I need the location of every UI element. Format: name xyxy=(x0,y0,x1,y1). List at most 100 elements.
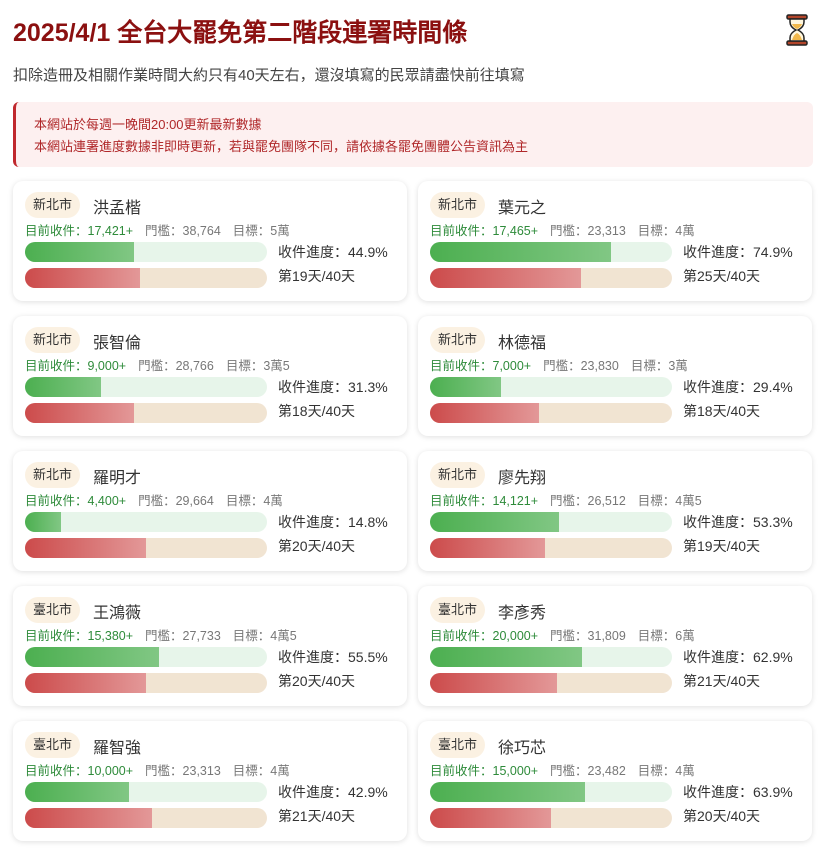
threshold: 門檻：23,313 xyxy=(550,224,626,238)
notice-line: 本網站於每週一晚間20:00更新最新數據 xyxy=(34,117,262,132)
current-count: 目前收件：4,400+ xyxy=(25,494,127,508)
time-bar xyxy=(430,538,672,558)
threshold: 門檻：38,764 xyxy=(145,224,221,238)
progress-bar xyxy=(25,242,267,262)
city-badge: 臺北市 xyxy=(430,732,486,758)
candidate-card: 新北市 張智倫 目前收件：9,000+ 門檻：28,766 目標：3萬5 收件進度：… xyxy=(13,316,407,436)
progress-fill xyxy=(25,242,134,262)
progress-fill xyxy=(25,647,160,667)
current-count: 目前收件：10,000+ xyxy=(25,764,134,778)
city-badge: 臺北市 xyxy=(25,732,81,758)
current-count: 目前收件：7,000+ xyxy=(430,359,532,373)
day-text: 第21天/40天 xyxy=(278,808,356,824)
candidate-card: 臺北市 王鴻薇 目前收件：15,380+ 門檻：27,733 目標：4萬5 收件進度… xyxy=(13,586,407,706)
threshold: 門檻：28,766 xyxy=(138,359,214,373)
candidate-name: 廖先翔 xyxy=(498,470,547,487)
candidate-name: 王鴻薇 xyxy=(93,605,142,622)
stats-row: 目前收件：20,000+ 門檻：31,809 目標：6萬 xyxy=(430,625,695,644)
target: 目標：3萬5 xyxy=(225,359,290,373)
progress-bar xyxy=(430,377,672,397)
city-badge: 新北市 xyxy=(25,462,81,488)
city-badge: 新北市 xyxy=(25,192,81,218)
threshold: 門檻：27,733 xyxy=(145,629,221,643)
progress-bar xyxy=(25,647,267,667)
target: 目標：4萬 xyxy=(637,764,695,778)
time-bar xyxy=(430,268,672,288)
progress-bar xyxy=(25,782,267,802)
candidate-card: 新北市 廖先翔 目前收件：14,121+ 門檻：26,512 目標：4萬5 收件進度… xyxy=(418,451,812,571)
time-bar xyxy=(25,808,267,828)
candidate-name: 林德福 xyxy=(498,335,547,352)
candidate-name: 羅智強 xyxy=(93,740,142,757)
current-count: 目前收件：20,000+ xyxy=(430,629,539,643)
progress-text: 收件進度：31.3% xyxy=(278,379,388,395)
day-text: 第20天/40天 xyxy=(683,808,761,824)
city-badge: 臺北市 xyxy=(430,597,486,623)
day-text: 第18天/40天 xyxy=(683,403,761,419)
target: 目標：3萬 xyxy=(630,359,688,373)
target: 目標：4萬 xyxy=(225,494,283,508)
notice-line: 本網站連署進度數據非即時更新，若與罷免團隊不同，請依據各罷免團體公告資訊為主 xyxy=(34,139,529,154)
threshold: 門檻：23,830 xyxy=(543,359,619,373)
threshold: 門檻：23,482 xyxy=(550,764,626,778)
progress-bar xyxy=(25,377,267,397)
candidate-name: 徐巧芯 xyxy=(498,740,547,757)
progress-text: 收件進度：14.8% xyxy=(278,514,388,530)
progress-fill xyxy=(430,782,585,802)
stats-row: 目前收件：9,000+ 門檻：28,766 目標：3萬5 xyxy=(25,355,290,374)
stats-row: 目前收件：17,465+ 門檻：23,313 目標：4萬 xyxy=(430,220,695,239)
progress-bar xyxy=(430,512,672,532)
city-badge: 臺北市 xyxy=(25,597,81,623)
day-text: 第19天/40天 xyxy=(683,538,761,554)
candidate-name: 洪孟楷 xyxy=(93,200,142,217)
time-fill xyxy=(25,673,146,693)
city-badge: 新北市 xyxy=(430,462,486,488)
time-bar xyxy=(430,673,672,693)
day-text: 第18天/40天 xyxy=(278,403,356,419)
progress-text: 收件進度：62.9% xyxy=(683,649,793,665)
time-fill xyxy=(430,268,582,288)
progress-text: 收件進度：55.5% xyxy=(278,649,388,665)
candidate-card: 臺北市 徐巧芯 目前收件：15,000+ 門檻：23,482 目標：4萬 收件進度：… xyxy=(418,721,812,841)
progress-text: 收件進度：42.9% xyxy=(278,784,388,800)
progress-bar xyxy=(430,647,672,667)
current-count: 目前收件：14,121+ xyxy=(430,494,539,508)
progress-text: 收件進度：63.9% xyxy=(683,784,793,800)
time-fill xyxy=(25,268,140,288)
current-count: 目前收件：17,465+ xyxy=(430,224,539,238)
stats-row: 目前收件：7,000+ 門檻：23,830 目標：3萬 xyxy=(430,355,688,374)
time-fill xyxy=(25,403,134,423)
progress-fill xyxy=(25,512,61,532)
current-count: 目前收件：17,421+ xyxy=(25,224,134,238)
threshold: 門檻：26,512 xyxy=(550,494,626,508)
candidate-card: 新北市 林德福 目前收件：7,000+ 門檻：23,830 目標：3萬 收件進度：2… xyxy=(418,316,812,436)
time-fill xyxy=(430,673,558,693)
candidate-name: 葉元之 xyxy=(498,200,547,217)
candidate-card: 新北市 洪孟楷 目前收件：17,421+ 門檻：38,764 目標：5萬 收件進度：… xyxy=(13,181,407,301)
candidate-card: 新北市 羅明才 目前收件：4,400+ 門檻：29,664 目標：4萬 收件進度：1… xyxy=(13,451,407,571)
time-fill xyxy=(430,538,545,558)
progress-fill xyxy=(430,377,502,397)
progress-text: 收件進度：29.4% xyxy=(683,379,793,395)
progress-fill xyxy=(430,242,612,262)
stats-row: 目前收件：15,000+ 門檻：23,482 目標：4萬 xyxy=(430,760,695,779)
progress-text: 收件進度：44.9% xyxy=(278,244,388,260)
stats-row: 目前收件：4,400+ 門檻：29,664 目標：4萬 xyxy=(25,490,283,509)
current-count: 目前收件：15,000+ xyxy=(430,764,539,778)
progress-fill xyxy=(430,512,559,532)
day-text: 第25天/40天 xyxy=(683,268,761,284)
progress-text: 收件進度：74.9% xyxy=(683,244,793,260)
target: 目標：4萬5 xyxy=(637,494,702,508)
page-title: 2025/4/1 全台大罷免第二階段連署時間條 xyxy=(13,19,468,47)
target: 目標：6萬 xyxy=(637,629,695,643)
candidate-name: 羅明才 xyxy=(93,470,142,487)
progress-fill xyxy=(430,647,583,667)
time-bar xyxy=(25,268,267,288)
time-fill xyxy=(430,403,539,423)
day-text: 第20天/40天 xyxy=(278,673,356,689)
current-count: 目前收件：15,380+ xyxy=(25,629,134,643)
stats-row: 目前收件：15,380+ 門檻：27,733 目標：4萬5 xyxy=(25,625,297,644)
stats-row: 目前收件：10,000+ 門檻：23,313 目標：4萬 xyxy=(25,760,290,779)
progress-bar xyxy=(430,782,672,802)
time-bar xyxy=(25,538,267,558)
